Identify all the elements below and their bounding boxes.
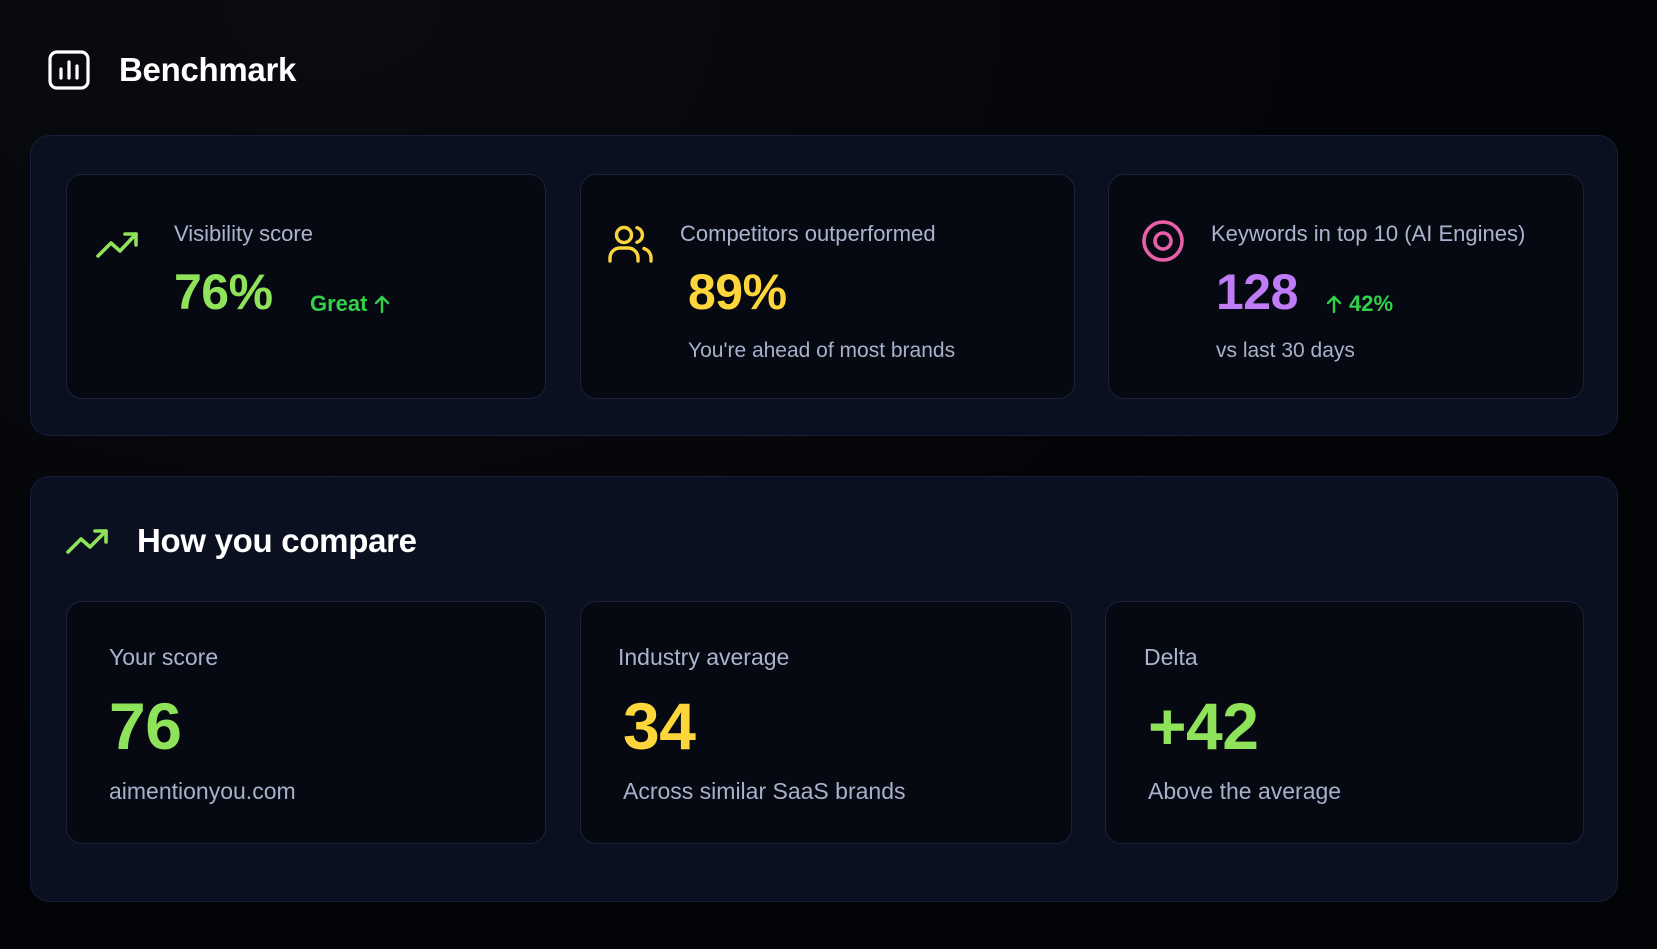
metric-label: Competitors outperformed	[680, 221, 936, 246]
visibility-score-value: 76%	[174, 264, 273, 320]
delta-value: +42	[1148, 689, 1259, 763]
metric-subtext: You're ahead of most brands	[688, 339, 956, 362]
users-icon	[608, 225, 653, 263]
competitors-card: Competitors outperformed 89% You're ahea…	[580, 174, 1075, 399]
compare-label: Your score	[109, 644, 219, 670]
compare-panel: How you compare Your score 76 aimentiony…	[30, 476, 1618, 902]
industry-average-value: 34	[623, 689, 696, 763]
competitors-value: 89%	[688, 264, 787, 320]
status-badge: Great	[310, 291, 391, 317]
compare-subtext: Above the average	[1148, 778, 1342, 804]
badge-label: Great	[310, 291, 368, 316]
change-badge: 42%	[1325, 291, 1393, 317]
arrow-up-icon	[1326, 295, 1342, 314]
your-score-value: 76	[109, 689, 182, 763]
trending-up-icon	[96, 232, 138, 258]
compare-subtext: Across similar SaaS brands	[623, 778, 906, 804]
compare-subtext: aimentionyou.com	[109, 778, 296, 804]
bar-chart-icon	[48, 50, 90, 90]
metrics-panel: Visibility score 76% Great Competitors o…	[30, 135, 1618, 436]
metric-subtext: vs last 30 days	[1216, 339, 1355, 362]
metric-label: Keywords in top 10 (AI Engines)	[1211, 221, 1526, 246]
badge-label: 42%	[1349, 291, 1394, 316]
target-icon	[1142, 220, 1184, 262]
delta-card: Delta +42 Above the average	[1105, 601, 1584, 844]
arrow-up-icon	[375, 295, 390, 314]
section-header: How you compare	[65, 521, 417, 561]
compare-label: Industry average	[618, 644, 790, 670]
keywords-value: 128	[1216, 264, 1298, 320]
metric-label: Visibility score	[174, 221, 313, 246]
industry-average-card: Industry average 34 Across similar SaaS …	[580, 601, 1072, 844]
section-title: How you compare	[137, 522, 417, 559]
page-header: Benchmark	[47, 46, 296, 94]
visibility-score-card: Visibility score 76% Great	[66, 174, 546, 399]
your-score-card: Your score 76 aimentionyou.com	[66, 601, 546, 844]
compare-label: Delta	[1144, 644, 1198, 670]
trending-up-icon	[66, 529, 108, 554]
keywords-card: Keywords in top 10 (AI Engines) 128 42% …	[1108, 174, 1584, 399]
page-title: Benchmark	[119, 51, 297, 88]
